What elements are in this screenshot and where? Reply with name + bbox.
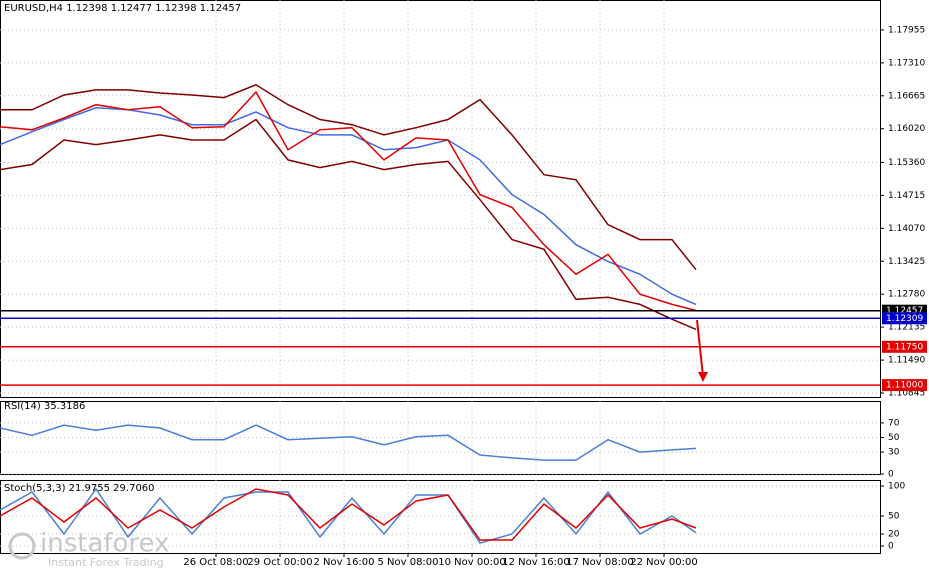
y-tick-label: 0: [888, 541, 894, 551]
arrow: [696, 319, 704, 377]
y-tick-label: 50: [888, 433, 900, 443]
y-tick-label: 1.16020: [888, 124, 925, 134]
x-tick-label: 22 Nov 00:00: [630, 557, 697, 568]
y-tick-label: 70: [888, 418, 900, 428]
y-tick-label: 50: [888, 511, 900, 521]
arrow-head: [698, 372, 708, 382]
series-line: [0, 83, 697, 271]
series-line: [0, 424, 697, 461]
y-tick-label: 1.13425: [888, 257, 925, 267]
y-tick-label: 100: [888, 481, 905, 491]
series-line: [0, 118, 697, 331]
y-tick-label: 1.15360: [888, 158, 925, 168]
level-label: 1.12457: [886, 306, 923, 316]
x-tick-label: 2 Nov 16:00: [313, 557, 374, 568]
x-tick-label: 5 Nov 08:00: [377, 557, 438, 568]
level-label: 1.11000: [886, 381, 923, 391]
series-line: [0, 107, 697, 306]
y-tick-label: 1.17310: [888, 58, 925, 68]
x-tick-label: 12 Nov 16:00: [502, 557, 569, 568]
watermark-tagline: Instant Forex Trading: [48, 556, 164, 569]
level-tag: [882, 312, 927, 325]
level-tag: [882, 379, 927, 392]
x-tick-label: 26 Oct 08:00: [183, 557, 248, 568]
y-tick-label: 1.14070: [888, 224, 925, 234]
watermark-brand: instaforex: [40, 529, 169, 559]
level-label: 1.11750: [886, 342, 923, 352]
series-line: [0, 488, 697, 541]
x-tick-label: 17 Nov 08:00: [566, 557, 633, 568]
y-tick-label: 0: [888, 470, 894, 480]
level-tag: [882, 340, 927, 353]
y-tick-label: 1.12780: [888, 290, 925, 300]
y-tick-label: 30: [888, 448, 900, 458]
x-tick-label: 10 Nov 00:00: [438, 557, 505, 568]
y-tick-label: 1.16665: [888, 91, 925, 101]
y-tick-label: 1.10845: [888, 389, 925, 399]
y-tick-label: 20: [888, 529, 900, 539]
level-label: 1.12309: [886, 314, 923, 324]
y-tick-label: 1.12135: [888, 323, 925, 333]
chart-title: EURUSD,H4 1.12398 1.12477 1.12398 1.1245…: [4, 3, 241, 14]
series-line: [0, 487, 697, 544]
rsi-title: RSI(14) 35.3186: [4, 401, 85, 412]
logo: [8, 532, 36, 560]
y-tick-label: 1.17955: [888, 25, 925, 35]
series-line: [0, 90, 697, 312]
stoch-title: Stoch(5,3,3) 21.9755 29.7060: [4, 483, 155, 494]
y-tick-label: 1.11490: [888, 356, 925, 366]
y-tick-label: 1.14715: [888, 191, 925, 201]
x-tick-label: 29 Oct 00:00: [247, 557, 312, 568]
